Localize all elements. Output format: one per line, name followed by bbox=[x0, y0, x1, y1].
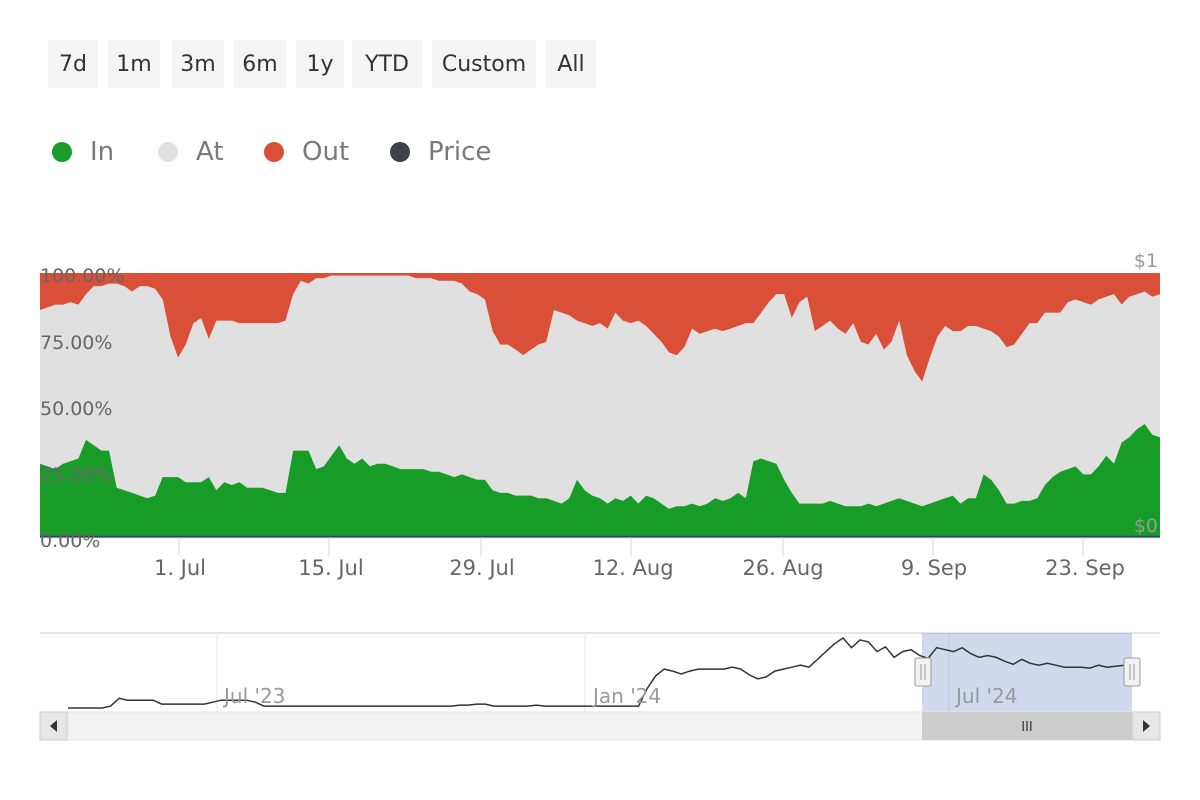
y-tick-label: 0.00% bbox=[40, 530, 100, 552]
x-tick-label: 9. Sep bbox=[901, 556, 967, 580]
scrollbar-left-button[interactable] bbox=[39, 711, 68, 741]
legend-marker-in bbox=[52, 142, 72, 162]
navigator-right-handle[interactable] bbox=[1123, 657, 1141, 687]
legend-item-price[interactable]: Price bbox=[390, 132, 491, 172]
x-tick-label: 26. Aug bbox=[742, 556, 823, 580]
legend-label-out: Out bbox=[302, 137, 350, 167]
range-6m-button[interactable]: 6m bbox=[234, 40, 286, 88]
scrollbar-thumb[interactable] bbox=[922, 712, 1132, 740]
x-tick-label: 23. Sep bbox=[1045, 556, 1125, 580]
y-tick-label: 25.00% bbox=[40, 464, 112, 486]
range-3m-button[interactable]: 3m bbox=[172, 40, 224, 88]
legend-label-in: In bbox=[90, 137, 115, 167]
range-1y-button[interactable]: 1y bbox=[296, 40, 344, 88]
navigator-tick-label: Jan '24 bbox=[591, 684, 661, 708]
area-series-at[interactable] bbox=[40, 275, 1160, 509]
legend-item-in[interactable]: In bbox=[52, 132, 114, 172]
legend-marker-at bbox=[158, 142, 178, 162]
arrow-left-icon bbox=[50, 720, 57, 732]
x-tick-label: 15. Jul bbox=[298, 556, 363, 580]
legend-item-out[interactable]: Out bbox=[264, 132, 349, 172]
x-tick-label: 1. Jul bbox=[154, 556, 206, 580]
range-7d-button[interactable]: 7d bbox=[48, 40, 98, 88]
legend-marker-out bbox=[264, 142, 284, 162]
legend-label-at: At bbox=[196, 137, 224, 167]
area-series-in[interactable] bbox=[40, 424, 1160, 538]
y-tick-label: 50.00% bbox=[40, 398, 112, 420]
area-series-out[interactable] bbox=[40, 273, 1160, 382]
scrollbar-grip: III bbox=[1021, 720, 1033, 735]
y-tick-label: 75.00% bbox=[40, 332, 112, 354]
x-tick-label: 12. Aug bbox=[592, 556, 673, 580]
right-axis-bottom-label: $0 bbox=[1134, 515, 1158, 537]
main-chart: 0.00% 25.00% 50.00% 75.00% 100.00% $1 $0… bbox=[40, 250, 1160, 580]
legend-marker-price bbox=[390, 142, 410, 162]
range-1m-button[interactable]: 1m bbox=[108, 40, 160, 88]
navigator-selected-range[interactable] bbox=[922, 633, 1132, 712]
legend-label-price: Price bbox=[428, 137, 492, 167]
arrow-right-icon bbox=[1143, 720, 1150, 732]
range-custom-button[interactable]: Custom bbox=[432, 40, 536, 88]
range-ytd-button[interactable]: YTD bbox=[352, 40, 422, 88]
navigator: Jul '23 Jan '24 Jul '24 III bbox=[39, 632, 1161, 741]
y-tick-label: 100.00% bbox=[40, 265, 125, 287]
navigator-tick-label: Jul '23 bbox=[222, 684, 285, 708]
legend-item-at[interactable]: At bbox=[158, 132, 224, 172]
navigator-price-line bbox=[68, 637, 1125, 709]
scrollbar-right-button[interactable] bbox=[1132, 711, 1161, 741]
range-all-button[interactable]: All bbox=[546, 40, 596, 88]
navigator-tick-label: Jul '24 bbox=[954, 684, 1017, 708]
right-axis-top-label: $1 bbox=[1134, 250, 1158, 272]
navigator-left-handle[interactable] bbox=[914, 657, 932, 687]
x-tick-label: 29. Jul bbox=[449, 556, 514, 580]
